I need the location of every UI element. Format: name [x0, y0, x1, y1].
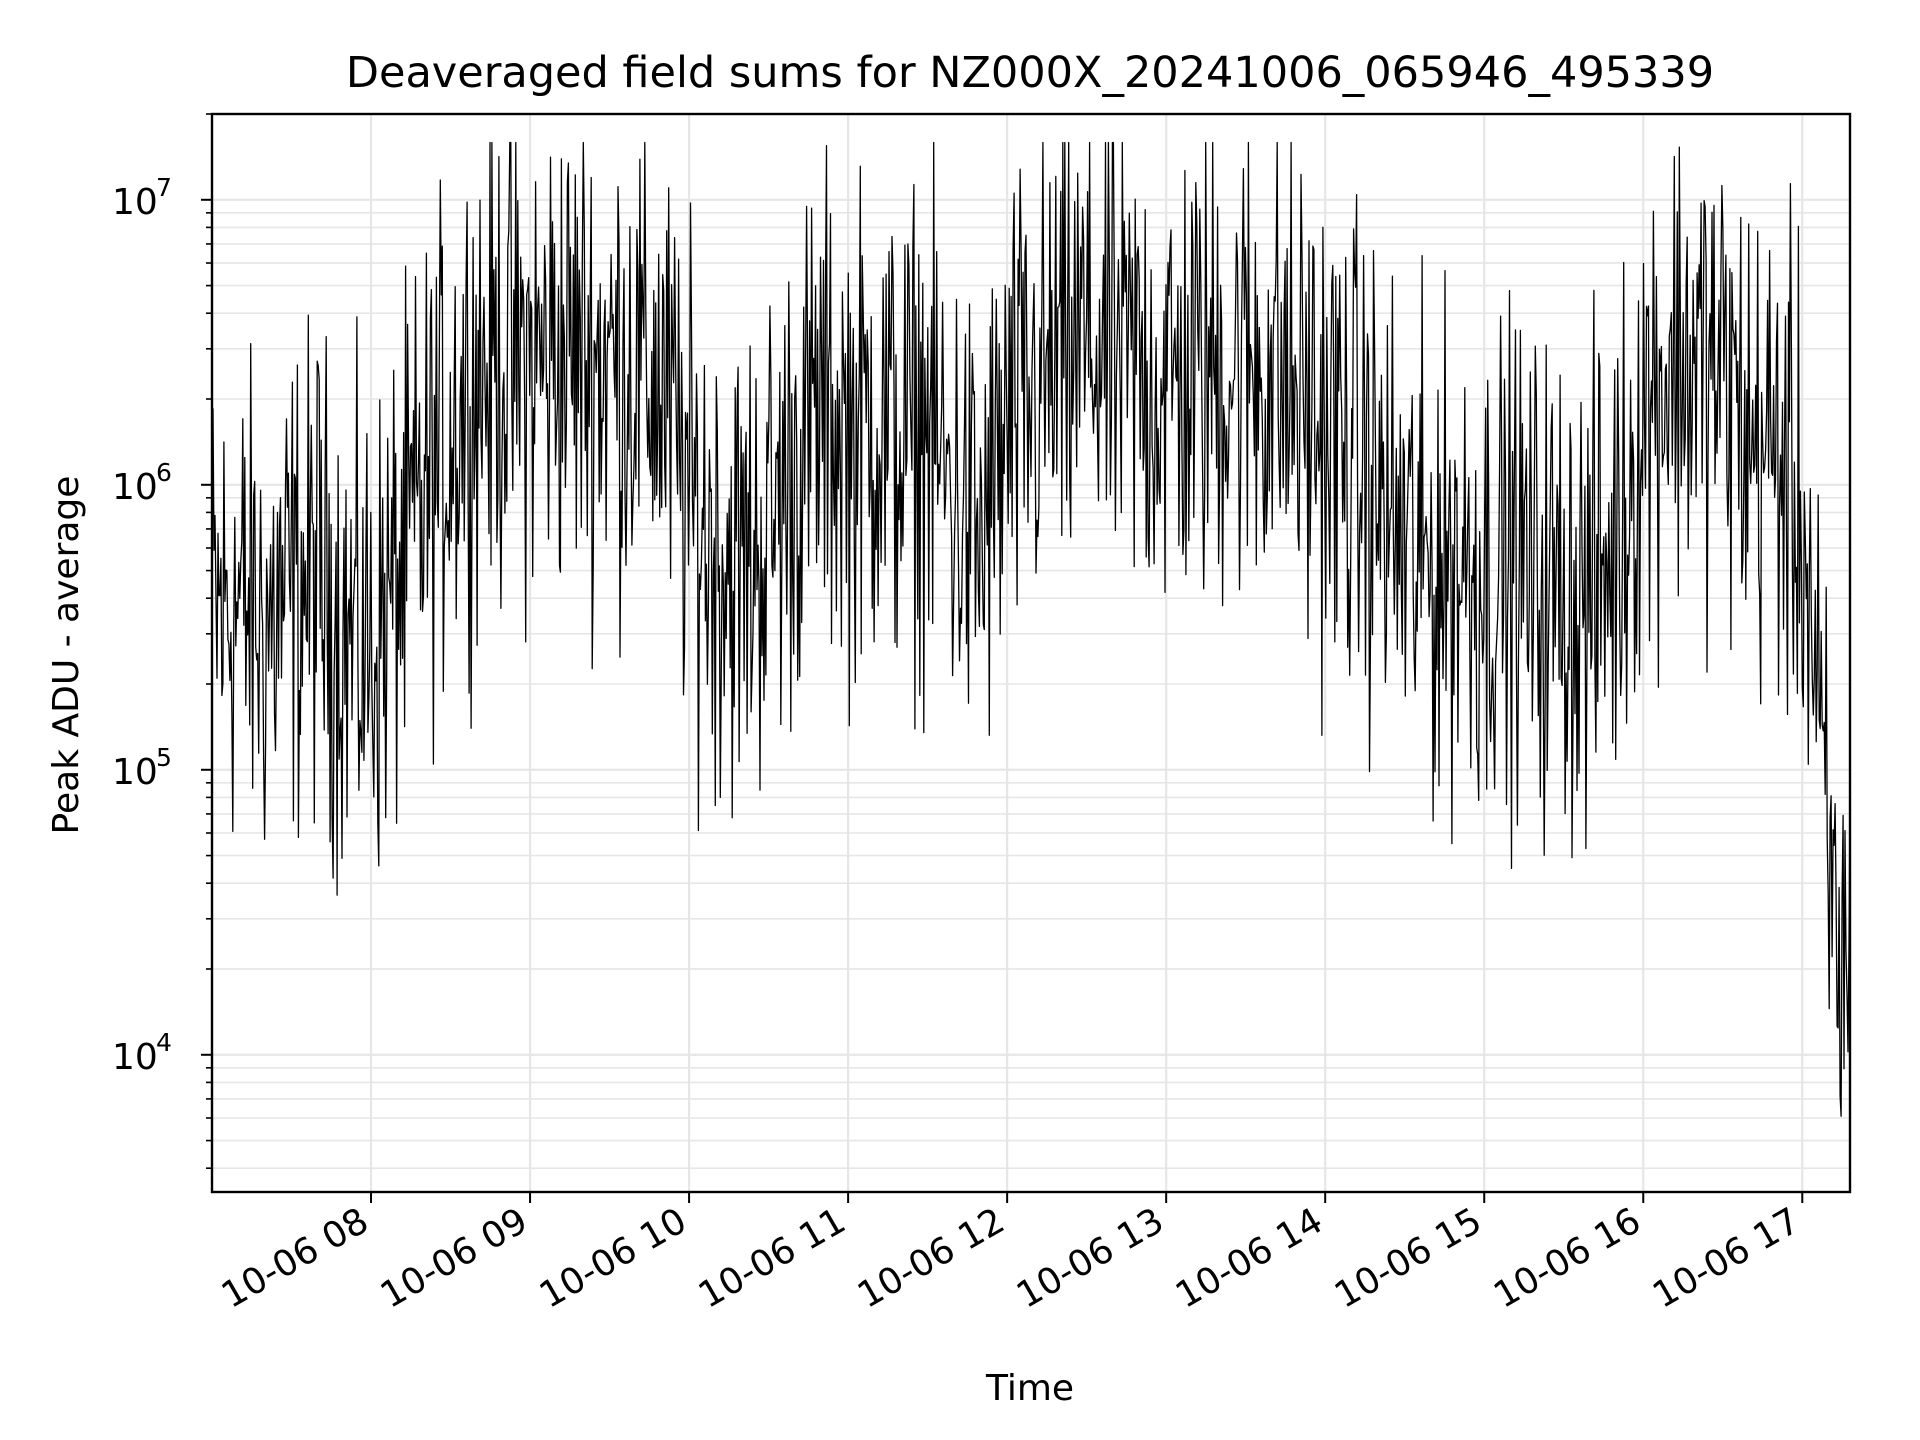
y-tick-exponent: 7 — [156, 173, 172, 202]
y-tick-label: 10 — [112, 467, 158, 508]
chart-title: Deaveraged field sums for NZ000X_2024100… — [346, 48, 1714, 98]
y-tick-label: 10 — [112, 1037, 158, 1078]
y-tick-exponent: 6 — [156, 458, 172, 487]
y-axis-label: Peak ADU - average — [46, 476, 87, 835]
y-tick-label: 10 — [112, 182, 158, 223]
y-tick-exponent: 5 — [156, 743, 172, 772]
x-axis-label: Time — [985, 1368, 1074, 1409]
plot-area — [211, 141, 1851, 1117]
y-tick-exponent: 4 — [156, 1028, 172, 1057]
series-line — [211, 141, 1851, 1117]
y-tick-label: 10 — [112, 752, 158, 793]
axes-frame — [210, 112, 1852, 1194]
